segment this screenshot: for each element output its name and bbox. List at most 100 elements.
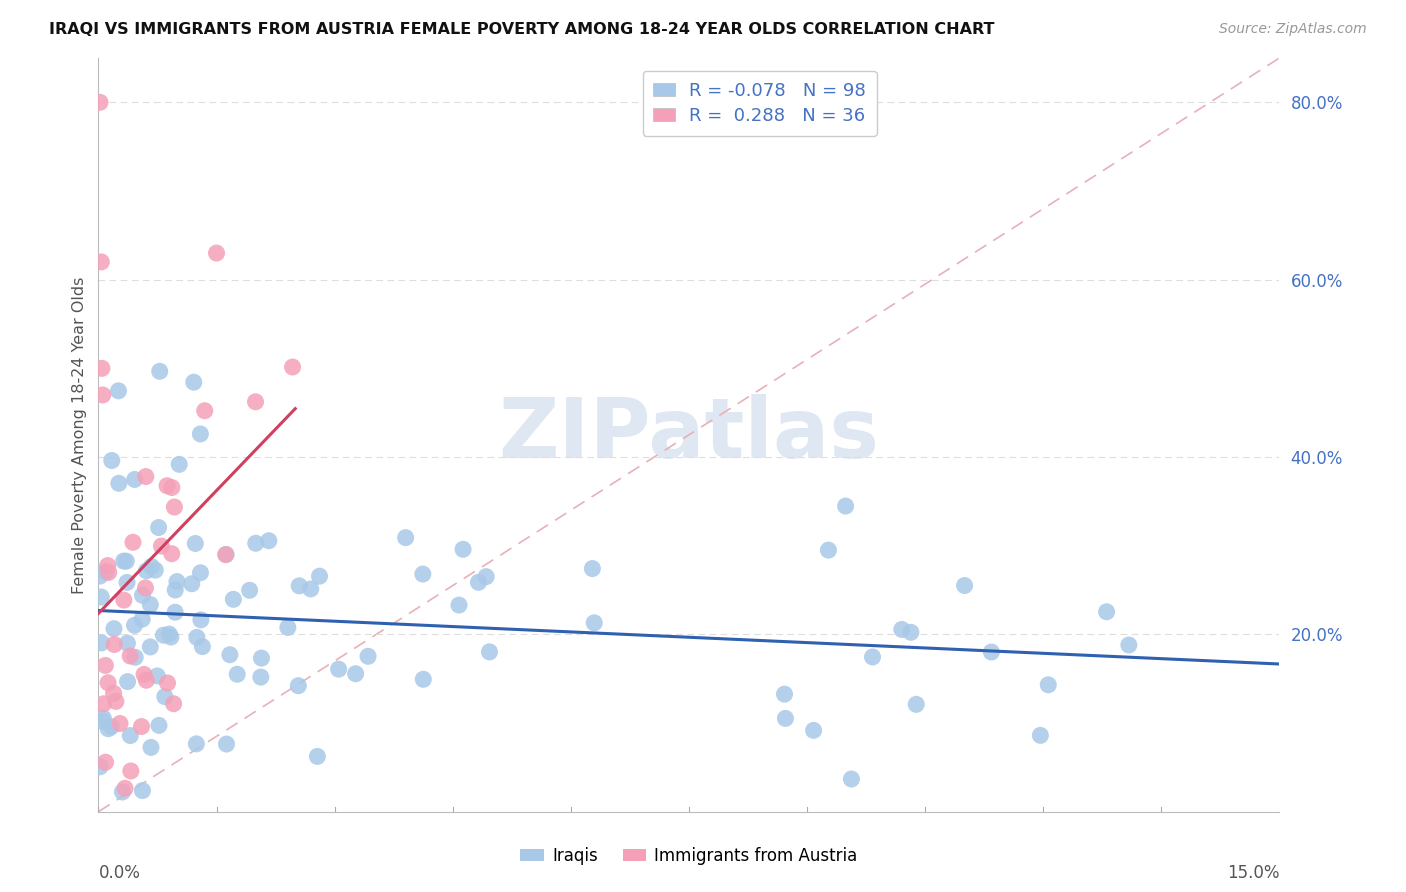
Point	[153, 690, 176, 704]
Point	[412, 673, 434, 687]
Point	[215, 737, 238, 751]
Point	[162, 697, 184, 711]
Point	[183, 375, 205, 389]
Point	[803, 723, 825, 738]
Point	[583, 615, 606, 630]
Point	[107, 476, 129, 491]
Point	[124, 618, 146, 632]
Point	[93, 697, 115, 711]
Point	[91, 388, 114, 402]
Point	[1095, 605, 1118, 619]
Point	[120, 729, 142, 743]
Point	[117, 674, 139, 689]
Point	[245, 536, 267, 550]
Point	[167, 458, 190, 472]
Point	[412, 567, 434, 582]
Point	[328, 662, 350, 676]
Point	[190, 566, 212, 580]
Y-axis label: Female Poverty Among 18-24 Year Olds: Female Poverty Among 18-24 Year Olds	[72, 277, 87, 593]
Point	[103, 622, 125, 636]
Point	[156, 479, 179, 493]
Point	[1038, 678, 1060, 692]
Point	[250, 651, 273, 665]
Point	[834, 499, 856, 513]
Point	[93, 711, 115, 725]
Point	[395, 531, 418, 545]
Point	[190, 426, 212, 441]
Point	[89, 760, 111, 774]
Point	[307, 749, 329, 764]
Point	[308, 569, 330, 583]
Point	[100, 720, 122, 734]
Point	[97, 566, 120, 580]
Point	[117, 636, 139, 650]
Point	[148, 520, 170, 534]
Text: 15.0%: 15.0%	[1227, 864, 1279, 882]
Point	[165, 582, 187, 597]
Point	[143, 563, 166, 577]
Point	[218, 648, 240, 662]
Point	[148, 718, 170, 732]
Point	[90, 361, 112, 376]
Point	[149, 364, 172, 378]
Point	[101, 453, 124, 467]
Point	[257, 533, 280, 548]
Point	[104, 694, 127, 708]
Point	[94, 658, 117, 673]
Point	[97, 558, 120, 573]
Point	[90, 590, 112, 604]
Point	[344, 666, 367, 681]
Point	[152, 628, 174, 642]
Point	[131, 588, 153, 602]
Point	[467, 575, 489, 590]
Point	[1118, 638, 1140, 652]
Point	[478, 645, 501, 659]
Point	[214, 548, 236, 562]
Point	[581, 561, 603, 575]
Point	[135, 673, 157, 688]
Point	[150, 539, 173, 553]
Point	[112, 593, 135, 607]
Point	[124, 473, 146, 487]
Point	[141, 559, 163, 574]
Point	[475, 569, 498, 583]
Point	[115, 554, 138, 568]
Point	[107, 384, 129, 398]
Point	[111, 785, 134, 799]
Point	[139, 740, 162, 755]
Point	[180, 576, 202, 591]
Point	[1029, 728, 1052, 742]
Point	[132, 667, 155, 681]
Point	[166, 574, 188, 589]
Point	[146, 669, 169, 683]
Point	[186, 631, 208, 645]
Point	[299, 582, 322, 596]
Point	[112, 554, 135, 568]
Point	[190, 613, 212, 627]
Text: 0.0%: 0.0%	[98, 864, 141, 882]
Point	[239, 583, 262, 598]
Point	[157, 627, 180, 641]
Point	[89, 569, 111, 583]
Point	[900, 625, 922, 640]
Point	[841, 772, 863, 786]
Point	[890, 623, 912, 637]
Point	[97, 675, 120, 690]
Point	[135, 469, 157, 483]
Point	[94, 565, 117, 579]
Point	[108, 716, 131, 731]
Point	[905, 698, 928, 712]
Point	[97, 722, 120, 736]
Text: ZIPatlas: ZIPatlas	[499, 394, 879, 475]
Point	[89, 95, 111, 110]
Point	[287, 679, 309, 693]
Point	[215, 548, 238, 562]
Point	[120, 648, 142, 663]
Point	[115, 575, 138, 590]
Point	[288, 579, 311, 593]
Text: IRAQI VS IMMIGRANTS FROM AUSTRIA FEMALE POVERTY AMONG 18-24 YEAR OLDS CORRELATIO: IRAQI VS IMMIGRANTS FROM AUSTRIA FEMALE …	[49, 22, 994, 37]
Point	[773, 687, 796, 701]
Point	[222, 592, 245, 607]
Point	[205, 246, 228, 260]
Point	[131, 720, 153, 734]
